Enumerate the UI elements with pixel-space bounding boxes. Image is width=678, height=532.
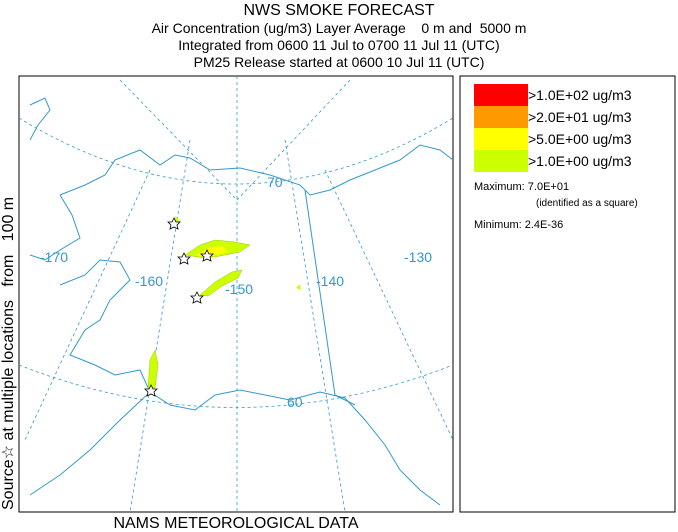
legend-swatch [474,128,528,150]
side-label: Source☆ at multiple locations from 100 m [0,197,17,510]
longitude-label: -140 [316,273,344,289]
legend-label: >2.0E+01 ug/m3 [528,109,632,125]
subtitle: Air Concentration (ug/m3) Layer Average … [152,20,527,36]
smoke-plumes [147,216,301,389]
minimum: Minimum: 2.4E-36 [474,219,563,231]
latitude-label: 60 [287,394,303,410]
plume [199,269,243,297]
legend-swatch [474,106,528,128]
title: NWS SMOKE FORECAST [243,2,434,19]
map: -170 -160 -150 -140 -130 70 60 [18,75,454,513]
legend-label: >1.0E+02 ug/m3 [528,87,632,103]
subtitle: Integrated from 0600 11 Jul to 0700 11 J… [178,37,499,53]
longitude-label: -160 [135,273,163,289]
subtitle: PM25 Release started at 0600 10 Jul 11 (… [194,54,485,70]
legend-swatch [474,150,528,172]
plume [296,284,301,290]
plume [147,349,159,389]
coastline [29,97,454,506]
maximum: Maximum: 7.0E+01 [474,181,569,193]
longitude-label: -170 [40,249,68,265]
legend-label: >5.0E+00 ug/m3 [528,131,632,147]
legend-label: >1.0E+00 ug/m3 [528,153,632,169]
legend: >1.0E+02 ug/m3 >2.0E+01 ug/m3 >5.0E+00 ug/… [459,75,676,513]
graticule [18,76,454,513]
sources [144,217,214,397]
footer: NAMS METEOROLOGICAL DATA [113,515,358,532]
legend-swatch [474,84,528,106]
maximum-note: (identified as a square) [536,198,638,209]
longitude-label: -130 [404,249,432,265]
plume [195,246,228,256]
longitude-label: -150 [225,281,253,297]
latitude-label: 70 [267,174,283,190]
